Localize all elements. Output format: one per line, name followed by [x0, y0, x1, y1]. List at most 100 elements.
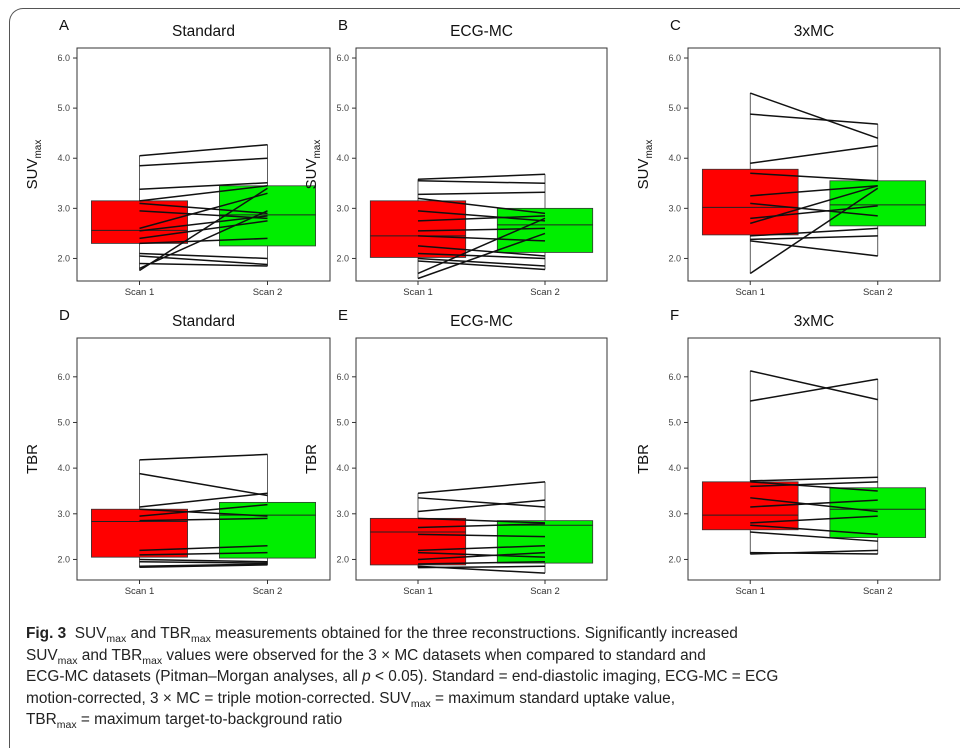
caption-text: = maximum standard uptake value,: [430, 689, 676, 707]
y-tick-label: 2.0: [336, 253, 349, 263]
y-axis-label: SUVmax: [303, 140, 323, 190]
paired-line: [139, 492, 268, 508]
y-tick-label: 6.0: [668, 372, 681, 382]
y-axis-label-sub: max: [312, 140, 323, 159]
paired-line: [750, 481, 878, 492]
panel-title: Standard: [172, 313, 235, 330]
paired-line: [139, 551, 268, 556]
panel-letter: B: [338, 17, 348, 34]
caption-tbr: TBR: [111, 646, 143, 664]
caption-text: and: [77, 646, 112, 664]
y-tick-label: 4.0: [336, 463, 349, 473]
panel-d: D Standard 2.0 3.0 4.0 5.0 6.0 Scan 1 Scan 2 TBR: [24, 307, 331, 597]
y-tick-label: 2.0: [668, 253, 681, 263]
x-tick-label: Scan 1: [735, 287, 765, 298]
paired-line: [417, 260, 546, 271]
plot-frame: [687, 47, 941, 282]
caption-text: values were observed for the 3 × MC data…: [162, 646, 706, 664]
paired-line: [139, 185, 268, 202]
paired-line: [417, 551, 546, 561]
panel-letter: F: [670, 307, 679, 324]
y-tick-label: 3.0: [336, 203, 349, 213]
paired-line: [139, 503, 268, 517]
panel-c: C 3xMC 2.0 3.0 4.0 5.0 6.0 Scan 1 Scan 2 SUVmax: [635, 17, 941, 298]
y-tick-label: 4.0: [57, 153, 70, 163]
panel-title: ECG-MC: [450, 313, 513, 330]
paired-line: [750, 144, 878, 164]
figure-plots: A Standard 2.0 3.0 4.0 5.0 6.0 Scan 1 Scan 2 SUVm…: [24, 17, 941, 597]
paired-line: [139, 157, 268, 167]
x-tick-label: Scan 1: [403, 586, 433, 597]
caption-sub: max: [191, 633, 211, 646]
paired-line: [139, 202, 268, 215]
panel-title: Standard: [172, 23, 235, 40]
x-tick-label: Scan 2: [253, 586, 283, 597]
paired-line: [750, 240, 878, 257]
paired-line: [417, 257, 546, 267]
y-tick-label: 5.0: [57, 417, 70, 427]
y-tick-label: 6.0: [668, 53, 681, 63]
paired-line: [417, 245, 546, 257]
paired-line: [417, 565, 546, 569]
caption-line-4: motion-corrected, 3 × MC = triple motion…: [26, 688, 951, 710]
paired-line: [417, 227, 546, 232]
y-tick-label: 3.0: [336, 509, 349, 519]
y-tick-label: 6.0: [336, 372, 349, 382]
paired-line: [417, 523, 546, 529]
paired-line: [417, 215, 546, 222]
panel-title: 3xMC: [794, 313, 834, 330]
x-tick-label: Scan 2: [530, 287, 560, 298]
paired-line: [750, 202, 878, 217]
y-tick-label: 3.0: [668, 509, 681, 519]
caption-tbr: TBR: [160, 625, 192, 642]
y-axis-label: TBR: [635, 444, 652, 474]
panel-title: 3xMC: [794, 23, 834, 40]
y-tick-label: 4.0: [336, 153, 349, 163]
caption-text: ECG-MC datasets (Pitman–Morgan analyses,…: [26, 668, 363, 685]
y-tick-label: 6.0: [57, 53, 70, 63]
y-tick-label: 5.0: [336, 103, 349, 113]
paired-line: [139, 237, 268, 245]
y-tick-label: 2.0: [668, 554, 681, 564]
paired-line: [139, 508, 268, 517]
caption-p: p: [362, 668, 371, 685]
x-tick-label: Scan 1: [403, 287, 433, 298]
caption-tbr: TBR: [26, 711, 57, 728]
paired-line: [750, 227, 878, 237]
y-axis-label-sub: max: [33, 140, 44, 159]
x-tick-label: Scan 2: [253, 287, 283, 298]
paired-line: [417, 235, 546, 242]
paired-line: [417, 197, 546, 215]
paired-line: [417, 210, 546, 222]
paired-line: [750, 235, 878, 241]
panel-letter: A: [59, 17, 69, 34]
y-tick-label: 4.0: [668, 463, 681, 473]
y-tick-label: 5.0: [336, 417, 349, 427]
paired-line: [139, 252, 268, 260]
paired-line: [417, 499, 546, 513]
paired-line: [750, 113, 878, 125]
caption-suv: SUV: [74, 625, 107, 642]
paired-line: [417, 217, 546, 275]
paired-line: [417, 545, 546, 552]
paired-line: [417, 497, 546, 508]
paired-line: [750, 499, 878, 508]
y-axis-label: SUVmax: [24, 140, 44, 190]
y-tick-label: 3.0: [668, 203, 681, 213]
caption-text: motion-corrected, 3 × MC = triple motion…: [26, 689, 411, 707]
caption-text: = maximum target-to-background ratio: [76, 711, 343, 728]
box-2: [219, 501, 316, 559]
paired-line: [750, 481, 878, 488]
plot-frame: [355, 47, 608, 282]
paired-line: [139, 564, 268, 568]
paired-line: [750, 370, 878, 401]
y-tick-label: 2.0: [57, 253, 70, 263]
y-axis-label: SUVmax: [635, 140, 655, 190]
panel-title: ECG-MC: [450, 23, 513, 40]
y-tick-label: 2.0: [57, 554, 70, 564]
plot-frame: [687, 337, 941, 581]
figure-caption: Fig. 3 SUVmax and TBRmax measurements ob…: [26, 623, 951, 731]
paired-line: [750, 476, 878, 482]
paired-line: [750, 185, 878, 197]
y-tick-label: 5.0: [668, 417, 681, 427]
